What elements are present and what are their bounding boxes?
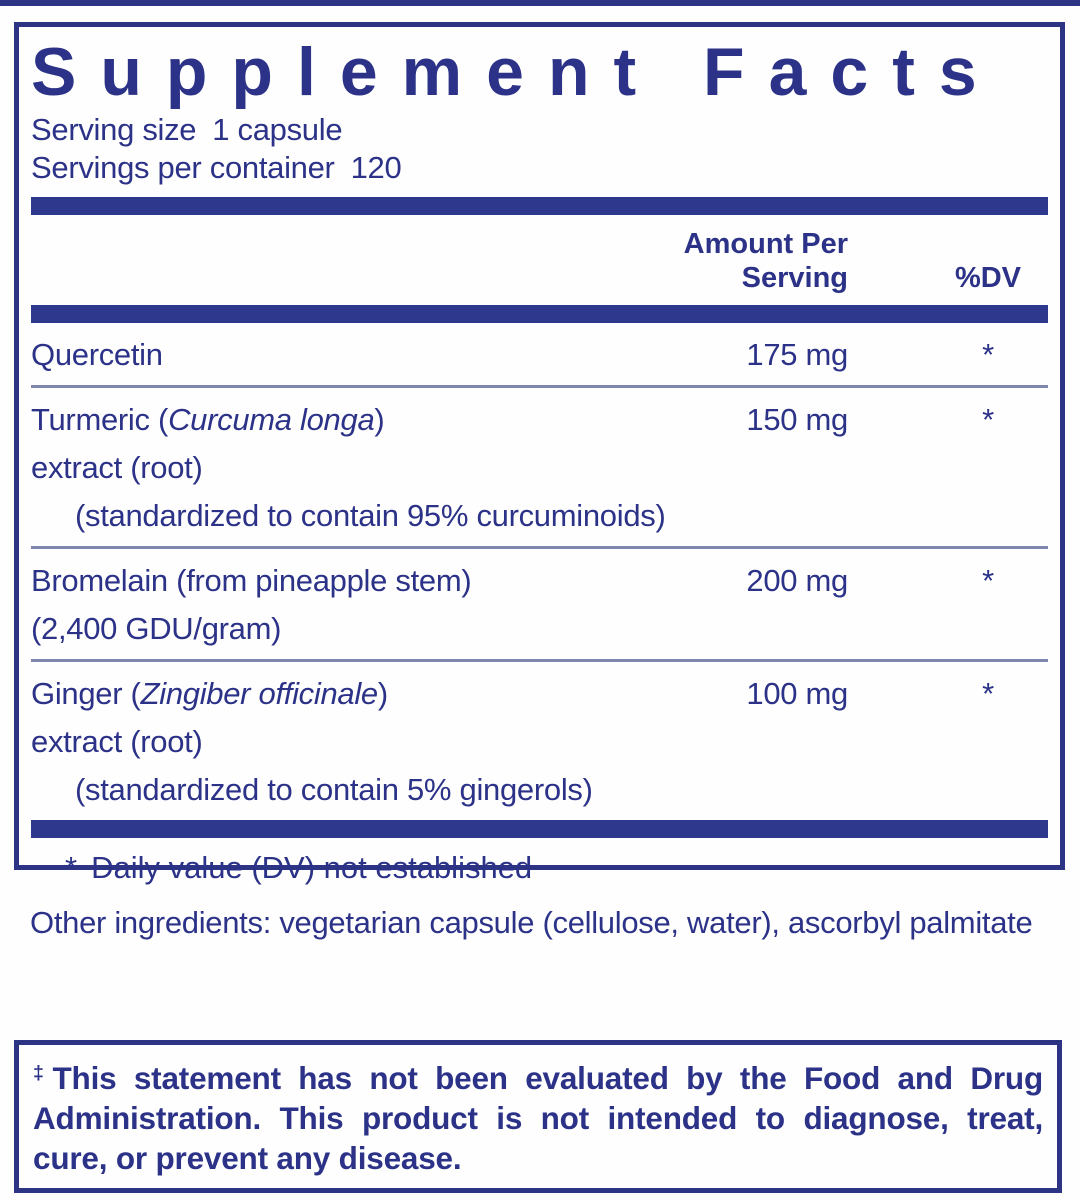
ingredient-name: Ginger (Zingiber officinale) [31,670,598,718]
table-header-row: Amount Per Serving %DV [31,215,1048,305]
fda-disclaimer-text: ‡This statement has not been evaluated b… [33,1053,1043,1178]
ingredient-amount: 175 mg [746,337,848,372]
servings-per-container-line: Servings per container 120 [31,149,1048,187]
other-ingredients-text: Other ingredients: vegetarian capsule (c… [30,905,1033,940]
ingredient-dv: * [982,676,994,711]
table-row: Quercetin 175 mg * [31,323,1048,385]
table-row: Turmeric (Curcuma longa) 150 mg * extrac… [31,388,1048,546]
ingredient-amount: 200 mg [746,563,848,598]
thin-divider-line [31,385,1048,388]
double-dagger-mark: ‡ [33,1062,53,1084]
ingredient-name-text: Ginger ( [31,676,141,711]
thin-divider-line [31,546,1048,549]
ingredient-name: Quercetin [31,337,163,372]
thick-divider-bar [31,197,1048,215]
servings-per-container-label: Servings per container [31,150,335,185]
ingredient-amount: 150 mg [746,402,848,437]
footnote-text: Daily value (DV) not established [91,850,533,885]
thin-divider-line [31,659,1048,662]
serving-size-line: Serving size 1 capsule [31,111,1048,149]
ingredient-name-text: ) [374,402,385,437]
ingredient-detail-line: extract (root) [31,450,203,485]
table-row: Ginger (Zingiber officinale) 100 mg * ex… [31,662,1048,820]
ingredient-latin-name: Zingiber officinale [140,676,379,711]
ingredient-latin-name: Curcuma longa [168,402,375,437]
footnote-asterisk: * [65,850,78,885]
ingredient-amount: 100 mg [746,676,848,711]
ingredient-name-text: Turmeric ( [31,402,169,437]
ingredient-standardization-line: (standardized to contain 95% curcuminoid… [75,498,666,533]
ingredient-name: Turmeric (Curcuma longa) [31,396,598,444]
fda-disclaimer-box: ‡This statement has not been evaluated b… [14,1040,1062,1193]
serving-size-label: Serving size [31,112,197,147]
ingredient-name-text: ) [377,676,388,711]
ingredient-dv: * [982,563,994,598]
servings-per-container-value: 120 [350,150,402,185]
ingredient-detail-line: extract (root) [31,724,203,759]
header-amount-per-serving: Amount Per Serving [683,228,848,294]
ingredient-dv: * [982,337,994,372]
serving-size-value: 1 capsule [212,112,343,147]
header-percent-dv: %DV [954,262,1022,294]
thick-divider-bar [31,305,1048,323]
panel-title: Supplement Facts [31,34,1001,110]
top-edge-line [0,0,1080,6]
thick-divider-bar [31,820,1048,838]
supplement-facts-panel: Supplement Facts Serving size 1 capsule S… [14,22,1065,885]
ingredient-name: Bromelain (from pineapple stem) [31,563,472,598]
ingredient-detail-line: (2,400 GDU/gram) [31,611,282,646]
dv-footnote: * Daily value (DV) not established [31,846,1048,890]
ingredient-standardization-line: (standardized to contain 5% gingerols) [75,772,593,807]
table-row: Bromelain (from pineapple stem) 200 mg *… [31,549,1048,659]
ingredient-dv: * [982,402,994,437]
disclaimer-body-text: This statement has not been evaluated by… [33,1059,1044,1176]
